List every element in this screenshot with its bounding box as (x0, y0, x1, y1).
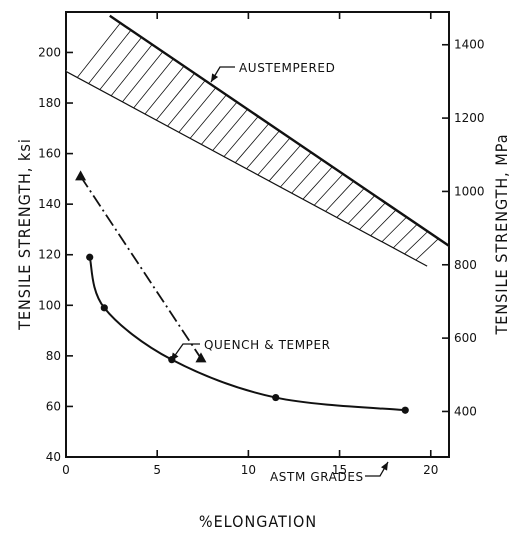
plot-frame (65, 11, 450, 458)
hatch-line (234, 123, 270, 163)
hatch-line (76, 22, 121, 78)
y-tick-label: 200 (38, 45, 61, 59)
hatch-line (167, 80, 206, 127)
astm-grades-arrowhead (380, 462, 388, 471)
hatch-line (347, 195, 376, 224)
hatch-line (325, 180, 354, 212)
quench-temper-leader (170, 343, 200, 362)
x-axis-label: %ELONGATION (199, 512, 317, 531)
y-tick-label: 120 (38, 248, 61, 262)
y-right-tick-label: 1000 (454, 184, 485, 198)
hatch-line (110, 44, 153, 97)
quench-temper-arrowhead (171, 352, 179, 361)
y-axis-label-right: TENSILE STRENGTH, MPa (492, 133, 511, 335)
austempered-arrowhead (211, 73, 219, 82)
hatch-line (313, 173, 344, 206)
hatch-line (336, 188, 365, 218)
hatch-line (178, 87, 217, 133)
astm-grades-label: ASTM GRADES (270, 470, 364, 484)
hatch-line (88, 29, 132, 84)
hatch-line (415, 238, 439, 261)
x-tick-label: 20 (423, 463, 438, 477)
y-tick-label: 180 (38, 96, 61, 110)
hatch-line (257, 137, 291, 176)
hatch-line (212, 109, 248, 151)
y-right-tick-label: 800 (454, 258, 477, 272)
x-tick-label: 5 (153, 463, 161, 477)
hatch-line (381, 216, 407, 243)
hatch-line (122, 51, 164, 103)
chart-labels: AUSTEMPERED QUENCH & TEMPER ASTM GRADES (170, 61, 389, 484)
hatch-line (155, 73, 195, 121)
hatch-line (133, 58, 174, 109)
y-tick-label: 140 (38, 197, 61, 211)
astm-grades-point (86, 253, 94, 261)
austempered-fill (66, 15, 449, 267)
austempered-label: AUSTEMPERED (239, 61, 335, 75)
x-tick-label: 0 (62, 463, 70, 477)
y-right-tick-label: 1400 (454, 38, 485, 52)
hatch-line (280, 152, 312, 188)
hatch-line (201, 101, 238, 145)
y-right-tick-label: 1200 (454, 111, 485, 125)
hatch-line (144, 65, 185, 115)
hatch-line (268, 144, 301, 182)
hatch-line (99, 37, 142, 90)
y-tick-label: 160 (38, 147, 61, 161)
y-tick-label: 60 (46, 399, 61, 413)
y-tick-label: 40 (46, 450, 61, 464)
hatch-line (404, 231, 429, 255)
hatch-line (189, 94, 227, 139)
x-tick-label: 10 (241, 463, 256, 477)
y-right-tick-label: 600 (454, 331, 477, 345)
chart-series (75, 170, 409, 414)
x-tick-label: 15 (332, 463, 347, 477)
quench-temper-point (75, 170, 87, 181)
hatch-line (370, 209, 397, 236)
astm-grades-curve (88, 256, 406, 412)
y-tick-label: 100 (38, 298, 61, 312)
astm-grades-point (100, 304, 108, 312)
hatch-line (291, 159, 323, 194)
quench-temper-line (79, 175, 202, 359)
y-right-tick-label: 400 (454, 404, 477, 418)
hatch-line (302, 166, 333, 200)
astm-grades-point (401, 406, 409, 414)
y-tick-label: 80 (46, 349, 61, 363)
quench-temper-label: QUENCH & TEMPER (204, 338, 331, 352)
y-axis-label-left: TENSILE STRENGTH, ksi (15, 138, 34, 331)
hatch-line (359, 202, 386, 230)
axis-ticks: 0 5 10 15 20 40 60 80 100 120 140 160 180 200 400 600 80… (38, 12, 485, 477)
quench-temper-point (195, 352, 207, 363)
hatch-line (392, 224, 418, 249)
austempered-band (66, 14, 449, 267)
astm-grades-point (272, 393, 280, 402)
austempered-leader (210, 66, 235, 83)
hatch-line (223, 116, 259, 157)
hatch-line (246, 130, 280, 170)
